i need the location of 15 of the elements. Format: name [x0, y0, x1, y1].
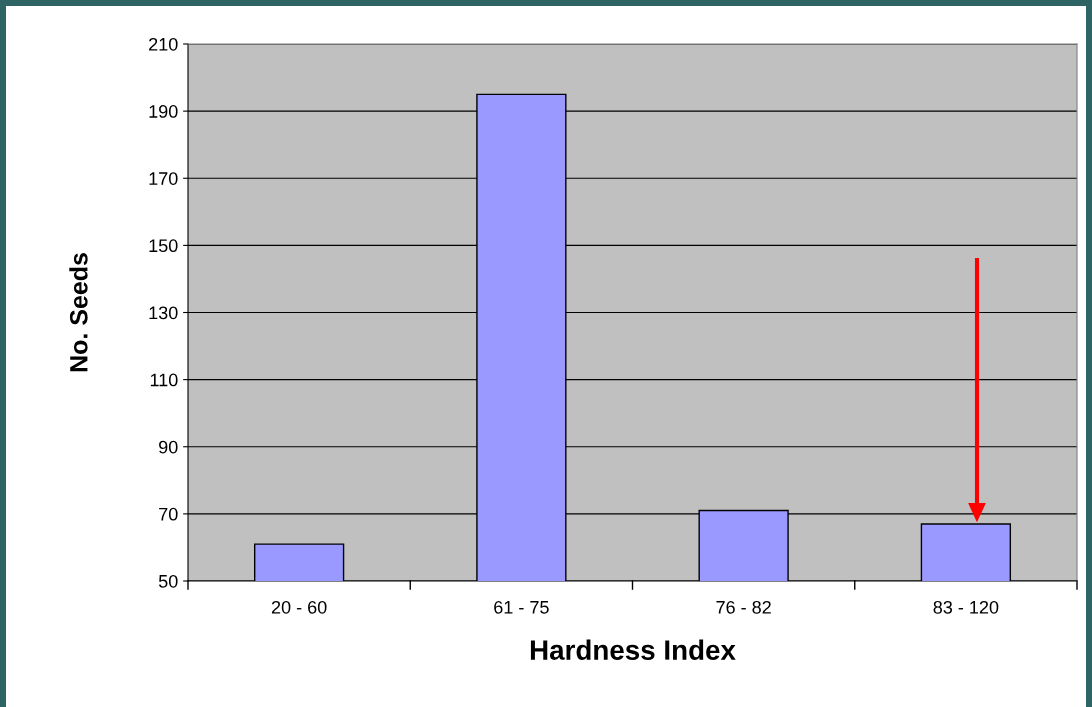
- y-tick-label: 150: [149, 239, 178, 253]
- y-tick-label: 110: [150, 373, 178, 387]
- x-tick-label: 20 - 60: [271, 600, 327, 614]
- y-tick-label: 170: [149, 172, 178, 185]
- y-tick-label: 130: [149, 306, 178, 320]
- x-axis-title: Hardness Index: [530, 639, 736, 660]
- y-tick-label: 70: [159, 507, 178, 521]
- y-tick-label: 90: [159, 440, 178, 454]
- x-tick-label: 76 - 82: [716, 600, 771, 614]
- x-tick-label: 83 - 120: [933, 600, 999, 614]
- x-tick-label: 61 - 75: [494, 600, 549, 614]
- y-axis-title: No. Seeds: [69, 253, 88, 372]
- y-tick-label: 190: [149, 105, 178, 118]
- y-tick-label: 210: [149, 37, 178, 51]
- y-tick-label: 50: [158, 574, 178, 588]
